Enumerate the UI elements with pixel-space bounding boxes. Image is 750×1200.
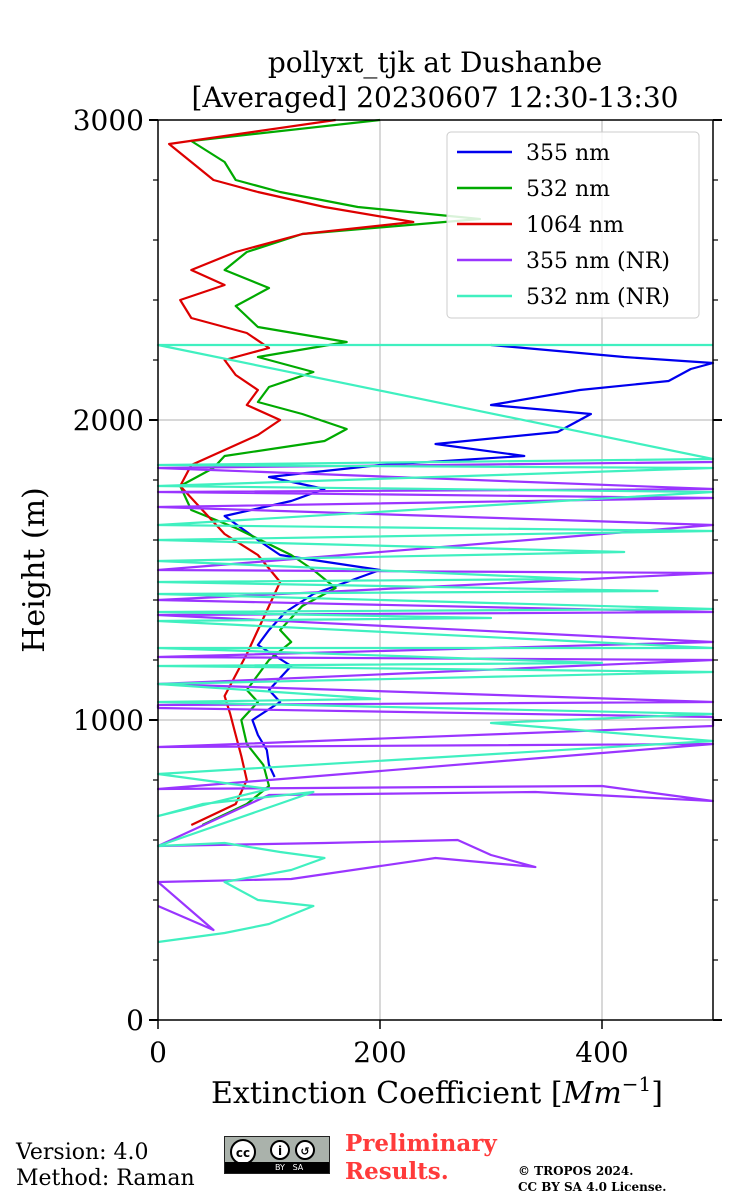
legend-label-2: 1064 nm	[526, 213, 624, 238]
x-tick-label-2: 400	[575, 1036, 628, 1069]
x-axis-label-text: Extinction Coefficient [	[211, 1076, 563, 1111]
series-layer	[156, 118, 715, 944]
x-axis-label-exponent: −1	[622, 1072, 651, 1096]
legend: 355 nm 532 nm 1064 nm 355 nm (NR) 532 nm (NR…	[446, 131, 700, 319]
cc-logo-icon: cc i ↺	[230, 1139, 315, 1163]
series-line-0	[223, 343, 715, 778]
cc-badge-text: BY SA	[275, 1163, 304, 1172]
y-tick-label-2: 2000	[73, 404, 144, 437]
svg-text:cc: cc	[236, 1146, 250, 1160]
x-axis-label-close: ]	[651, 1076, 663, 1111]
y-tick-label-3: 3000	[73, 104, 144, 137]
x-tick-label-1: 200	[353, 1036, 406, 1069]
version-text: Version: 4.0	[16, 1140, 149, 1165]
copyright-line1: © TROPOS 2024.	[518, 1164, 634, 1178]
preliminary-results-text: Preliminary Results.	[345, 1130, 497, 1186]
method-text: Method: Raman	[16, 1166, 195, 1191]
plot-area: 0 200 400 0 1000 2000 3000	[73, 104, 722, 1069]
x-axis-label: Extinction Coefficient [Mm−1]	[211, 1072, 663, 1111]
legend-box	[446, 131, 700, 319]
svg-text:i: i	[278, 1144, 282, 1158]
series-line-4	[156, 343, 715, 944]
y-tick-label-0: 0	[126, 1004, 144, 1037]
axis-ticks: 0 200 400 0 1000 2000 3000	[73, 104, 722, 1069]
plot-frame	[157, 119, 714, 1021]
y-tick-label-1: 1000	[73, 704, 144, 737]
preliminary-line1: Preliminary	[345, 1130, 497, 1157]
svg-text:↺: ↺	[300, 1145, 309, 1158]
chart-title-line2: [Averaged] 20230607 12:30-13:30	[192, 81, 679, 114]
cc-by-sa-license-badge: cc i ↺ BY SA	[224, 1136, 330, 1174]
preliminary-line2: Results.	[345, 1158, 449, 1185]
x-axis-label-unit: Mm	[562, 1076, 622, 1111]
chart: pollyxt_tjk at Dushanbe [Averaged] 20230…	[17, 46, 722, 1111]
series-line-1	[179, 118, 481, 826]
legend-label-3: 355 nm (NR)	[526, 249, 670, 274]
legend-label-1: 532 nm	[526, 177, 610, 202]
legend-label-0: 355 nm	[526, 141, 610, 166]
cc-badge-strip: BY SA	[225, 1162, 329, 1173]
copyright-line2: CC BY SA 4.0 License.	[518, 1180, 667, 1194]
chart-title-line1: pollyxt_tjk at Dushanbe	[268, 46, 602, 79]
x-tick-label-0: 0	[149, 1036, 167, 1069]
y-axis-label: Height (m)	[17, 487, 52, 652]
legend-label-4: 532 nm (NR)	[526, 285, 670, 310]
copyright-text: © TROPOS 2024. CC BY SA 4.0 License.	[518, 1163, 666, 1195]
